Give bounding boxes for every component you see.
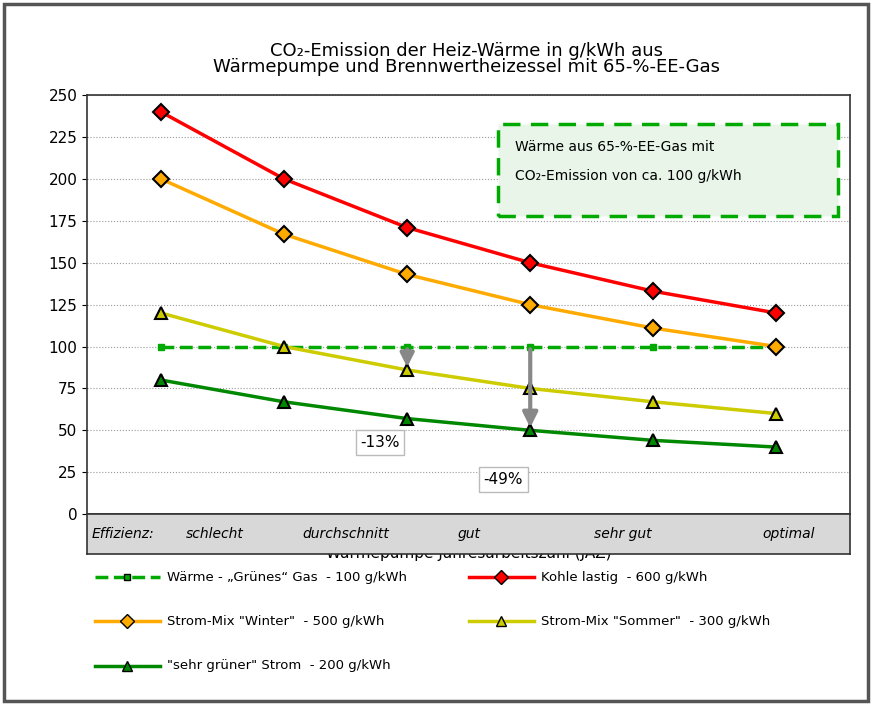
Text: CO₂-Emission von ca. 100 g/kWh: CO₂-Emission von ca. 100 g/kWh [515, 169, 742, 183]
Text: schlecht: schlecht [187, 527, 244, 541]
Text: Wärme aus 65-%-EE-Gas mit: Wärme aus 65-%-EE-Gas mit [515, 140, 715, 154]
Text: optimal: optimal [762, 527, 815, 541]
Text: -13%: -13% [360, 435, 400, 450]
Text: Strom-Mix "Winter"  - 500 g/kWh: Strom-Mix "Winter" - 500 g/kWh [167, 615, 385, 628]
Text: sehr gut: sehr gut [594, 527, 651, 541]
Text: Effizienz:: Effizienz: [92, 527, 154, 541]
Text: CO₂-Emission der Heiz-Wärme in g/kWh aus: CO₂-Emission der Heiz-Wärme in g/kWh aus [270, 42, 663, 60]
Text: Wärme - „Grünes“ Gas  - 100 g/kWh: Wärme - „Grünes“ Gas - 100 g/kWh [167, 571, 407, 584]
Text: Strom-Mix "Sommer"  - 300 g/kWh: Strom-Mix "Sommer" - 300 g/kWh [542, 615, 771, 628]
FancyBboxPatch shape [498, 123, 838, 216]
Text: gut: gut [457, 527, 480, 541]
Text: Wärmepumpe und Brennwertheizessel mit 65-%-EE-Gas: Wärmepumpe und Brennwertheizessel mit 65… [213, 58, 720, 76]
Text: -49%: -49% [483, 472, 523, 487]
Text: "sehr grüner" Strom  - 200 g/kWh: "sehr grüner" Strom - 200 g/kWh [167, 659, 391, 672]
Text: durchschnitt: durchschnitt [303, 527, 389, 541]
Text: Kohle lastig  - 600 g/kWh: Kohle lastig - 600 g/kWh [542, 571, 707, 584]
X-axis label: Wärmepumpe Jahresarbeitszahl (JAZ): Wärmepumpe Jahresarbeitszahl (JAZ) [326, 546, 611, 560]
